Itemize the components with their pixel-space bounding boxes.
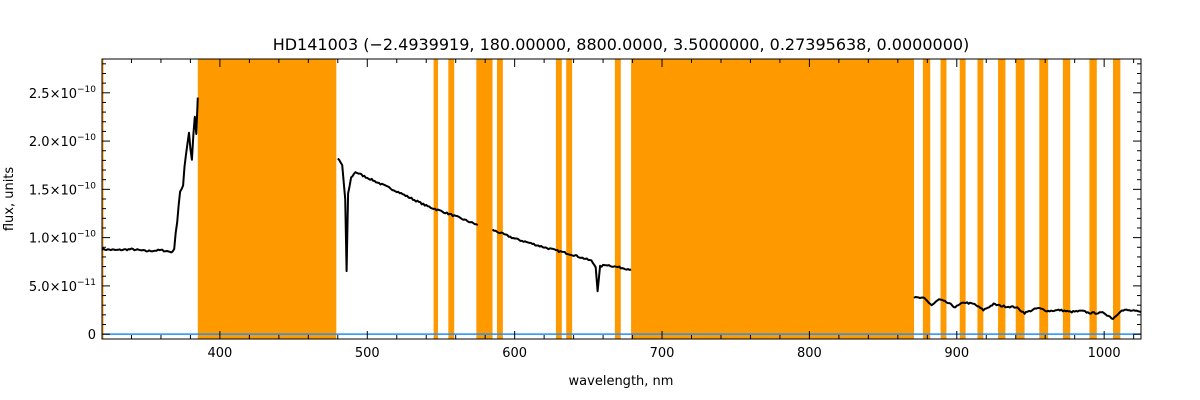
chart-title: HD141003 (−2.4939919, 180.00000, 8800.00… [273,35,970,54]
masked-region-5 [496,59,503,339]
masked-region-9 [631,59,915,339]
masked-region-11 [940,59,947,339]
masked-region-6 [555,59,562,339]
masked-region-2 [433,59,439,339]
x-tick-label-4: 800 [797,346,822,361]
y-tick-label-5: 2.5×10−10 [29,85,96,102]
y-tick-label-4: 2.0×10−10 [29,133,96,150]
axis-ticks [101,59,1141,339]
y-tick-label-1: 5.0×10−11 [29,278,96,295]
masked-region-18 [1089,59,1097,339]
x-tick-label-0: 400 [207,346,232,361]
masked-regions [102,59,1121,339]
y-tick-label-2: 1.0×10−10 [29,230,96,247]
masked-region-13 [977,59,984,339]
x-tick-label-3: 700 [650,346,675,361]
spectrum-segment-1 [337,157,479,273]
masked-region-10 [922,59,931,339]
x-tick-label-1: 500 [355,346,380,361]
masked-region-4 [476,59,493,339]
masked-region-3 [448,59,455,339]
masked-region-12 [959,59,966,339]
masked-region-7 [566,59,573,339]
masked-region-1 [197,59,337,339]
masked-region-8 [614,59,621,339]
y-tick-label-3: 1.5×10−10 [29,181,96,198]
masked-region-14 [998,59,1006,339]
masked-region-19 [1112,59,1121,339]
spectrum-segment-3 [913,295,1142,320]
data-lines [101,97,1142,335]
masked-region-16 [1039,59,1049,339]
x-tick-label-6: 1000 [1088,346,1121,361]
y-tick-label-0: 0 [88,328,96,343]
spectrum-segment-0 [101,97,199,254]
x-tick-label-2: 600 [502,346,527,361]
x-axis-tick-labels: 400 500 600 700 800 900 1000 [207,346,1120,361]
x-tick-label-5: 900 [944,346,969,361]
x-axis-title: wavelength, nm [569,374,674,389]
y-axis-tick-labels: 0 5.0×10−11 1.0×10−10 1.5×10−10 2.0×10−10 2.5… [29,85,96,343]
y-axis-title: flux, units [2,167,17,232]
spectrum-segment-2 [491,228,632,293]
masked-region-17 [1062,59,1071,339]
masked-region-15 [1015,59,1025,339]
